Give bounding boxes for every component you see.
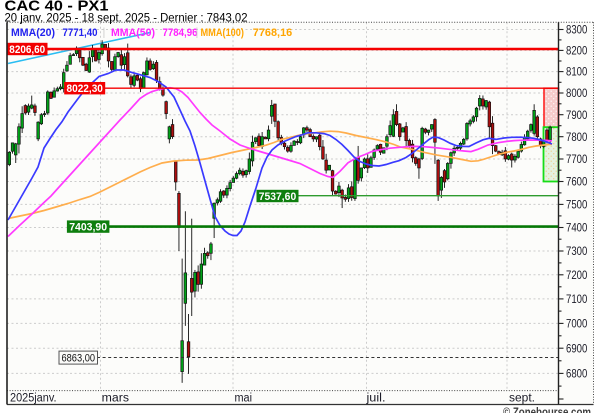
svg-text:7100: 7100 xyxy=(566,294,587,306)
svg-text:7403,90: 7403,90 xyxy=(69,222,107,234)
svg-text:7300: 7300 xyxy=(566,246,587,258)
svg-text:8300: 8300 xyxy=(566,25,587,37)
svg-text:6863,00: 6863,00 xyxy=(62,352,96,364)
svg-text:MMA(20): MMA(20) xyxy=(11,27,55,39)
svg-text:juil.: juil. xyxy=(365,393,385,405)
svg-text:|: | xyxy=(196,27,199,39)
svg-text:6800: 6800 xyxy=(566,369,587,381)
svg-text:7400: 7400 xyxy=(566,223,587,235)
svg-text:6900: 6900 xyxy=(566,343,587,355)
svg-text:7700: 7700 xyxy=(566,154,587,166)
svg-text:7784,96: 7784,96 xyxy=(163,27,198,39)
svg-text:MMA(50): MMA(50) xyxy=(111,27,155,39)
svg-text:7600: 7600 xyxy=(566,177,587,189)
svg-text:8022,30: 8022,30 xyxy=(67,83,103,95)
svg-text:7800: 7800 xyxy=(566,132,587,144)
svg-text:7000: 7000 xyxy=(566,319,587,331)
svg-text:7771,40: 7771,40 xyxy=(63,27,98,39)
svg-text:7900: 7900 xyxy=(566,110,587,122)
svg-text:MMA(100): MMA(100) xyxy=(201,27,245,39)
svg-text:|: | xyxy=(103,27,106,39)
svg-text:20 janv. 2025 - 18 sept. 2025: 20 janv. 2025 - 18 sept. 2025 - Dernier … xyxy=(5,10,248,24)
svg-text:© Zonebourse.com: © Zonebourse.com xyxy=(503,405,591,413)
svg-text:CAC 40 - PX1: CAC 40 - PX1 xyxy=(5,0,109,15)
svg-text:8000: 8000 xyxy=(566,88,587,100)
svg-text:2025janv.: 2025janv. xyxy=(10,393,57,405)
svg-text:7200: 7200 xyxy=(566,270,587,282)
svg-text:mars: mars xyxy=(102,393,130,405)
svg-text:7768,16: 7768,16 xyxy=(253,27,292,39)
svg-text:7537,60: 7537,60 xyxy=(259,191,296,203)
svg-text:8206,60: 8206,60 xyxy=(9,44,45,56)
svg-text:mai: mai xyxy=(235,393,253,405)
svg-text:7500: 7500 xyxy=(566,200,587,212)
svg-text:sept.: sept. xyxy=(509,393,535,405)
svg-text:8200: 8200 xyxy=(566,46,587,58)
svg-text:8100: 8100 xyxy=(566,67,587,79)
